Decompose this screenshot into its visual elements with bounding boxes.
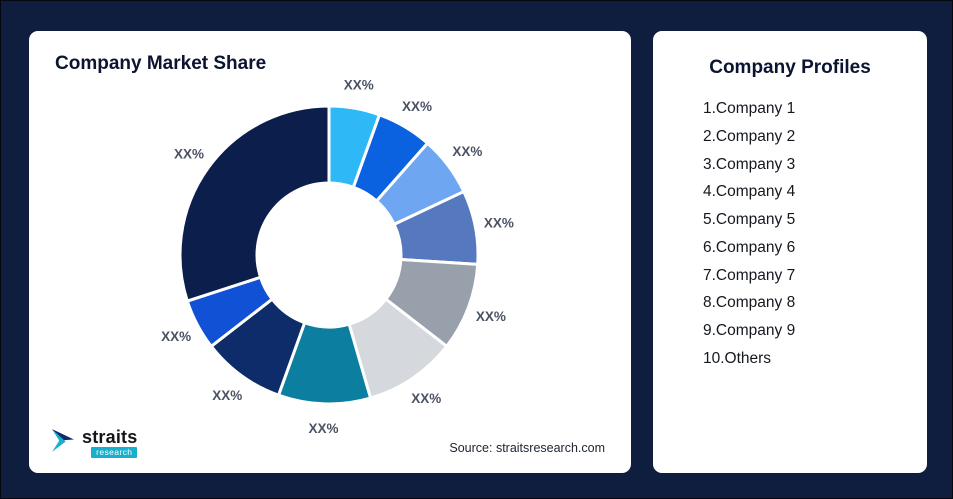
profile-item-others: 10.Others bbox=[703, 349, 772, 367]
slice-label-others: XX% bbox=[174, 146, 204, 161]
slice-label-company-5: XX% bbox=[476, 309, 506, 324]
profile-item-company-2: 2.Company 2 bbox=[703, 127, 796, 145]
profiles-list: 1.Company 1 2.Company 2 3.Company 3 4.Co… bbox=[653, 100, 927, 367]
profiles-title: Company Profiles bbox=[709, 57, 871, 78]
donut-chart: XX% XX% XX% XX% XX% XX% XX% XX% XX% XX% bbox=[161, 78, 514, 436]
profile-item-company-8: 8.Company 8 bbox=[703, 294, 796, 312]
logo-brand-text: straits bbox=[82, 426, 138, 447]
slice-label-company-1: XX% bbox=[344, 78, 374, 93]
profile-item-company-4: 4.Company 4 bbox=[703, 183, 796, 201]
straits-logo-icon bbox=[49, 427, 76, 459]
slice-label-company-9: XX% bbox=[161, 329, 191, 344]
market-share-card: Company Market Share XX% XX% XX% XX% XX% XX% X… bbox=[29, 31, 631, 473]
profile-item-company-3: 3.Company 3 bbox=[703, 155, 796, 173]
profile-item-company-5: 5.Company 5 bbox=[703, 211, 796, 229]
slice-label-company-7: XX% bbox=[309, 421, 339, 436]
company-profiles-card: Company Profiles 1.Company 1 2.Company 2… bbox=[653, 31, 927, 473]
logo-sub-text: research bbox=[91, 446, 138, 459]
donut-slice-others bbox=[178, 104, 331, 303]
slice-label-company-4: XX% bbox=[484, 216, 514, 231]
straits-research-logo: straits research bbox=[49, 426, 138, 459]
slice-label-company-6: XX% bbox=[411, 391, 441, 406]
profile-item-company-9: 9.Company 9 bbox=[703, 322, 796, 340]
source-attribution: Source: straitsresearch.com bbox=[449, 441, 605, 455]
slice-label-company-2: XX% bbox=[402, 99, 432, 114]
chart-title: Company Market Share bbox=[55, 53, 267, 74]
logo-text: straits research bbox=[82, 426, 138, 459]
profile-item-company-7: 7.Company 7 bbox=[703, 266, 796, 284]
slice-label-company-8: XX% bbox=[212, 388, 242, 403]
profile-item-company-1: 1.Company 1 bbox=[703, 100, 796, 117]
profile-item-company-6: 6.Company 6 bbox=[703, 238, 796, 256]
slice-label-company-3: XX% bbox=[452, 144, 482, 159]
